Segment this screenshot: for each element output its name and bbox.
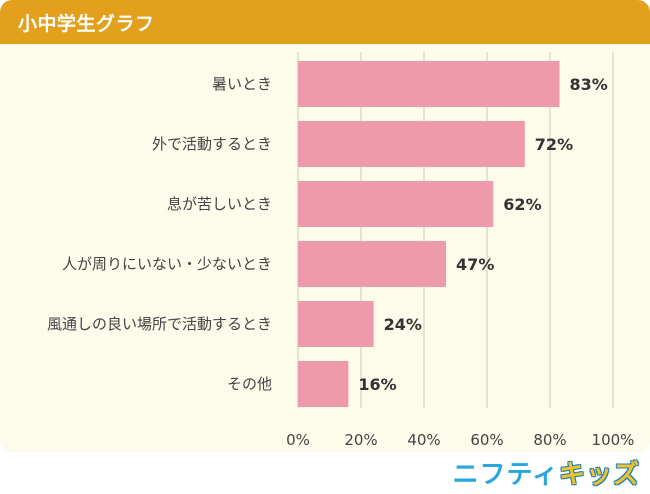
x-tick-label: 40% — [407, 431, 440, 449]
category-label: 暑いとき — [212, 75, 272, 93]
value-label: 72% — [535, 135, 573, 154]
bar — [298, 61, 560, 107]
bar — [298, 241, 447, 287]
value-label: 47% — [456, 255, 494, 274]
category-label: その他 — [227, 375, 272, 393]
x-tick-label: 0% — [286, 431, 310, 449]
bar — [298, 181, 494, 227]
value-label: 24% — [384, 315, 422, 334]
bar — [298, 361, 349, 407]
x-tick-label: 60% — [470, 431, 503, 449]
chart-card: 小中学生グラフ 0% 20% 40% 60% 80% 100% 暑いとき 83% 外で活動すると… — [0, 0, 650, 452]
x-tick-label: 80% — [533, 431, 566, 449]
labels: 0% 20% 40% 60% 80% 100% 暑いとき 83% 外で活動するとき 72% 息が苦し… — [47, 75, 634, 449]
bar — [298, 121, 525, 167]
category-label: 息が苦しいとき — [167, 195, 272, 213]
category-label: 風通しの良い場所で活動するとき — [47, 315, 272, 333]
bar — [298, 301, 374, 347]
category-label: 人が周りにいない・少ないとき — [62, 255, 272, 273]
x-tick-label: 100% — [592, 431, 635, 449]
value-label: 62% — [503, 195, 541, 214]
chart-header: 小中学生グラフ — [0, 0, 650, 44]
grid-lines — [297, 52, 614, 408]
category-label: 外で活動するとき — [152, 135, 272, 153]
value-label: 83% — [569, 75, 607, 94]
bar-chart: 0% 20% 40% 60% 80% 100% 暑いとき 83% 外で活動するとき 72% 息が苦し… — [47, 52, 634, 449]
value-label: 16% — [358, 375, 396, 394]
bars — [298, 61, 560, 407]
x-tick-label: 20% — [344, 431, 377, 449]
logo-text-secondary: キッズ — [558, 459, 640, 490]
logo-text-primary: ニフティ — [452, 459, 559, 490]
chart-title: 小中学生グラフ — [18, 13, 155, 35]
brand-logo: ニフティ キッズ — [453, 454, 640, 490]
